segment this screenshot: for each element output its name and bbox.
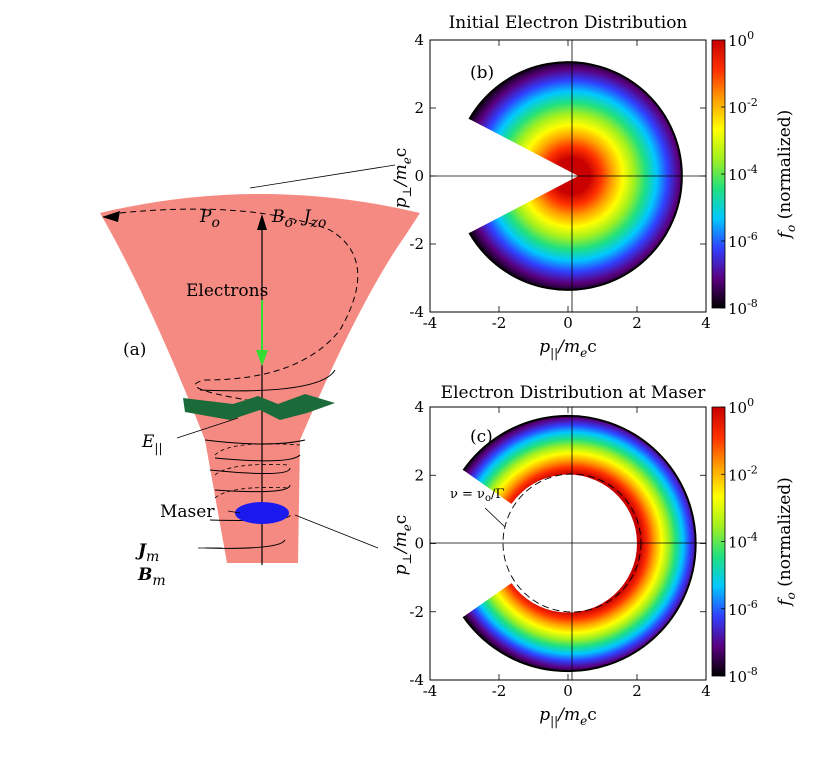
e-parallel-pointer <box>176 417 239 439</box>
y-tick-label: 0 <box>414 535 424 553</box>
y-tick-label: -4 <box>409 671 424 689</box>
colorbar-tick-label: 10-6 <box>728 598 758 619</box>
panel-a-label: (a) <box>123 340 146 360</box>
panel-c-x-label: p||/mec <box>539 705 596 728</box>
b-j-label: Bo, Jzo <box>271 207 326 231</box>
panel-b-title: Initial Electron Distribution <box>449 13 688 33</box>
x-tick-label: 0 <box>563 682 573 700</box>
e-parallel-label: E|| <box>141 432 163 455</box>
maser-region <box>235 502 289 524</box>
panel-c-outline <box>462 414 697 673</box>
colorbar-tick-label: 10-4 <box>728 531 758 552</box>
bm-label: Bm <box>137 565 166 589</box>
x-tick-label: 2 <box>632 682 642 700</box>
resonance-annotation: ν = νo/Γ <box>450 487 504 504</box>
y-tick-label: 2 <box>414 466 424 484</box>
zoom-line-top <box>249 164 396 189</box>
panel-c-distribution <box>463 415 696 672</box>
panel-c-ticks: -4-4 -2 -2 0 0 2 2 4 4 <box>409 398 710 700</box>
colorbar-tick-label: 10-2 <box>728 96 758 117</box>
maser-pointer <box>227 510 241 514</box>
colorbar-tick-label: 10-8 <box>728 297 758 318</box>
field-cone <box>100 194 420 563</box>
x-tick-label: 4 <box>701 682 711 700</box>
trajectory-arrowhead <box>102 211 120 222</box>
colorbar-tick-label: 100 <box>728 396 754 417</box>
colorbar-tick-label: 10-8 <box>728 665 758 686</box>
electron-arrowhead <box>256 350 268 366</box>
panel-b-x-label: p||/mec <box>539 337 596 360</box>
electron-spiral-path <box>119 208 359 403</box>
x-tick-label: -2 <box>492 314 507 332</box>
x-tick-label: -4 <box>423 682 438 700</box>
e-parallel-sheet <box>183 394 335 420</box>
x-tick-label: 2 <box>632 314 642 332</box>
colorbar-label: fo (normalized) <box>775 110 798 241</box>
y-tick-label: 4 <box>414 398 424 416</box>
y-tick-label: -2 <box>409 235 424 253</box>
panel-b-ticks: -4-4 -2 -2 0 0 2 2 4 4 <box>409 31 710 332</box>
field-line-arrowhead <box>257 214 267 230</box>
y-tick-label: 4 <box>414 31 424 49</box>
colorbar-label: fo (normalized) <box>775 477 798 608</box>
x-tick-label: 4 <box>701 314 711 332</box>
colorbar-tick-label: 10-6 <box>728 230 758 251</box>
colorbar-tick-label: 10-4 <box>728 163 758 184</box>
panel-b-distribution <box>469 62 682 290</box>
x-tick-label: -4 <box>423 314 438 332</box>
panel-b-y-label: p⊥/mec <box>391 148 414 209</box>
electrons-label: Electrons <box>186 281 268 301</box>
panel-b: Initial Electron Distribution (b) -4-4 -2… <box>391 13 711 360</box>
panel-c-title: Electron Distribution at Maser <box>441 383 707 403</box>
colorbars: 100 10-2 10-4 10-6 10-8 fo (normalized) 100 10-… <box>711 29 798 686</box>
panel-c-label: (c) <box>470 427 493 447</box>
colorbar-tick-label: 100 <box>728 29 754 50</box>
colorbar-tick-label: 10-2 <box>728 463 758 484</box>
y-tick-label: -4 <box>409 303 424 321</box>
y-tick-label: 2 <box>414 99 424 117</box>
y-tick-label: -2 <box>409 603 424 621</box>
maser-label: Maser <box>160 502 215 522</box>
x-tick-label: -2 <box>492 682 507 700</box>
spiral-dashed-lower <box>214 443 301 499</box>
y-tick-label: 0 <box>414 167 424 185</box>
zoom-line-bottom <box>294 514 379 549</box>
p-o-label: Po <box>199 207 220 231</box>
panel-c-y-label: p⊥/mec <box>391 515 414 576</box>
resonance-pointer <box>484 507 506 528</box>
panel-b-label: (b) <box>470 63 494 83</box>
x-tick-label: 0 <box>563 314 573 332</box>
panel-c: Electron Distribution at Maser (c) ν = ν… <box>391 383 711 728</box>
panel-a-diagram: (a) Po Bo, Jzo Electrons E|| Maser Jm Bm <box>100 164 420 589</box>
jm-label: Jm <box>135 541 159 565</box>
